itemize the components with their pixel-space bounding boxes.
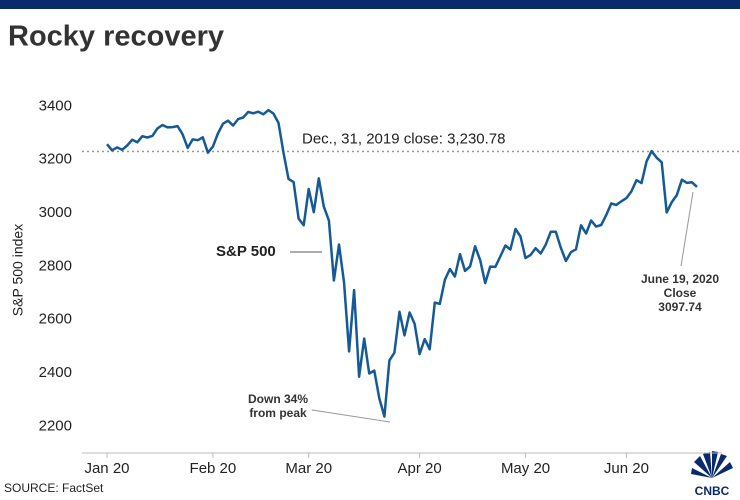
x-tick-label: Jan 20	[84, 460, 129, 477]
annotation: 3097.74	[658, 300, 702, 314]
y-tick-label: 2400	[39, 364, 72, 381]
x-tick-label: Jun 20	[604, 460, 649, 477]
x-tick-label: Feb 20	[190, 460, 237, 477]
series-label: S&P 500	[216, 243, 276, 260]
annotation: Close	[664, 286, 697, 300]
source: SOURCE: FactSet	[4, 481, 104, 495]
y-tick-label: 3200	[39, 151, 72, 168]
chart-title: Rocky recovery	[8, 21, 224, 53]
annotation-leader	[680, 191, 694, 267]
y-tick-label: 2800	[39, 257, 72, 274]
y-tick-label: 3000	[39, 204, 72, 221]
annotation: from peak	[249, 406, 307, 420]
y-tick-label: 2600	[39, 311, 72, 328]
annotation: Down 34%	[248, 392, 308, 406]
logo: CNBC	[691, 451, 733, 498]
logo-text: CNBC	[695, 484, 730, 498]
line	[106, 108, 698, 418]
x-tick-label: May 20	[501, 460, 550, 477]
y-axis-label: S&P 500 index	[10, 224, 26, 316]
annotation: June 19, 2020	[641, 272, 719, 286]
x-tick-label: Apr 20	[398, 460, 442, 477]
y-tick-label: 3400	[39, 97, 72, 114]
top-bar	[0, 0, 740, 9]
reference-label: Dec., 31, 2019 close: 3,230.78	[302, 130, 505, 147]
x-tick-label: Mar 20	[285, 460, 332, 477]
annotation-leader	[311, 409, 391, 423]
y-tick-label: 2200	[39, 417, 72, 434]
